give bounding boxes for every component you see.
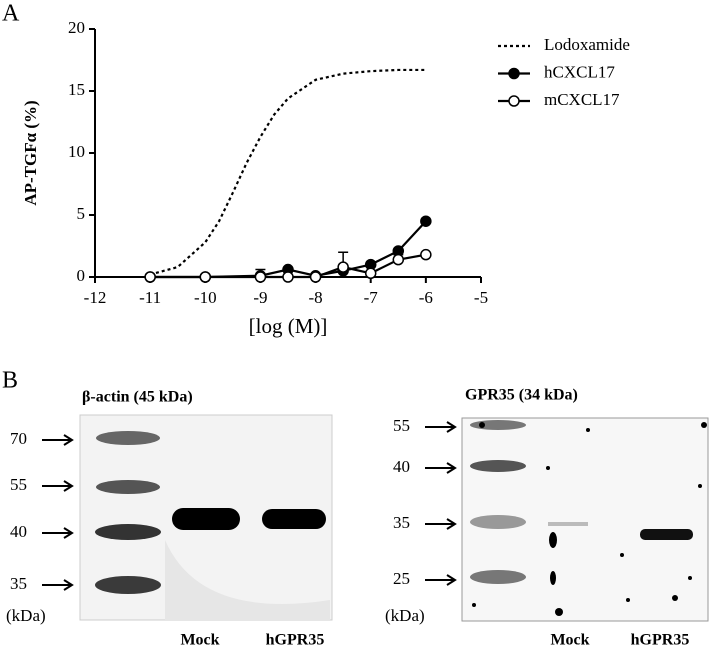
- data-point: [337, 261, 349, 273]
- x-tick-label: -10: [194, 288, 217, 307]
- marker-label: 35: [10, 574, 27, 593]
- x-tick-label: -9: [253, 288, 267, 307]
- lane-label: Mock: [180, 632, 219, 649]
- marker-label: 55: [393, 416, 410, 435]
- data-point: [199, 271, 212, 283]
- lane-label: hGPR35: [631, 632, 690, 649]
- lane-label: hGPR35: [266, 632, 325, 649]
- unit-label: (kDa): [6, 606, 46, 625]
- legend-marker: [508, 67, 520, 80]
- data-point: [282, 271, 294, 283]
- data-point: [364, 267, 377, 280]
- x-tick-label: -8: [308, 288, 322, 307]
- marker-label: 35: [393, 513, 410, 532]
- data-point: [392, 253, 405, 266]
- legend-label: hCXCL17: [544, 62, 615, 81]
- blot-title: β-actin (45 kDa): [82, 389, 193, 406]
- marker-arrow: [425, 462, 457, 474]
- marker-label: 70: [10, 429, 27, 448]
- data-point: [144, 271, 156, 283]
- data-point: [254, 271, 267, 283]
- marker-arrow: [42, 434, 74, 446]
- x-tick-label: -5: [474, 288, 488, 307]
- blot-image: [461, 417, 709, 622]
- panel-label: A: [2, 1, 20, 27]
- data-point: [420, 215, 432, 227]
- legend-label: Lodoxamide: [544, 35, 630, 54]
- y-tick-label: 15: [68, 80, 85, 99]
- x-tick-label: -6: [419, 288, 433, 307]
- y-axis-label: AP-TGFα (%): [21, 100, 40, 205]
- legend-label: mCXCL17: [544, 90, 620, 109]
- x-tick-label: -7: [364, 288, 379, 307]
- panel-label: B: [2, 368, 18, 394]
- unit-label: (kDa): [385, 606, 425, 625]
- data-point: [309, 271, 322, 283]
- blot-title: GPR35 (34 kDa): [465, 387, 578, 404]
- y-tick-label: 10: [68, 142, 85, 161]
- legend-marker: [508, 95, 520, 107]
- data-point: [420, 248, 432, 261]
- marker-label: 55: [10, 475, 27, 494]
- x-tick-label: -11: [139, 288, 161, 307]
- marker-arrow: [42, 527, 74, 539]
- y-tick-label: 5: [77, 204, 86, 223]
- y-tick-label: 20: [68, 18, 85, 37]
- y-tick-label: 0: [77, 266, 86, 285]
- marker-label: 25: [393, 569, 410, 588]
- series-line: [149, 68, 426, 276]
- marker-arrow: [425, 518, 457, 530]
- marker-arrow: [425, 421, 457, 433]
- marker-label: 40: [10, 522, 27, 541]
- marker-label: 40: [393, 457, 410, 476]
- marker-arrow: [42, 480, 74, 492]
- x-axis-label: [log (M)]: [249, 314, 328, 338]
- marker-arrow: [425, 574, 457, 586]
- blot-image: [79, 414, 333, 621]
- x-tick-label: -12: [84, 288, 107, 307]
- marker-arrow: [42, 579, 74, 591]
- lane-label: Mock: [550, 632, 589, 649]
